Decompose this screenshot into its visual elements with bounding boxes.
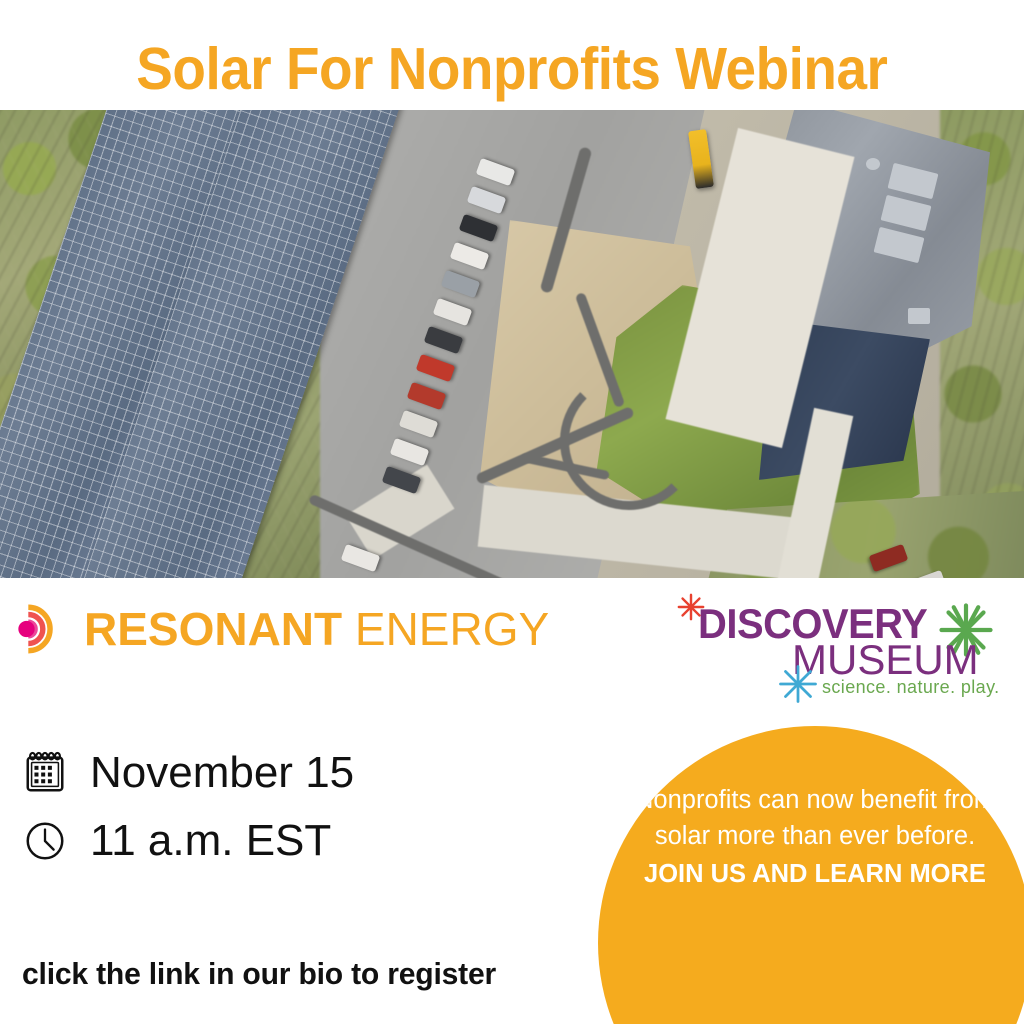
aerial-photo	[0, 110, 1024, 578]
museum-word: MUSEUM	[792, 636, 979, 683]
page-title: Solar For Nonprofits Webinar	[136, 35, 888, 102]
calendar-icon	[26, 751, 64, 792]
discovery-word: DISCOVERY	[698, 600, 928, 647]
discovery-tagline-row: science. nature. play.	[822, 678, 1000, 696]
green-star-icon	[939, 603, 993, 657]
footer-cta-text: click the link in our bio to register	[22, 956, 497, 991]
winding-path-loop	[560, 372, 698, 510]
event-date: November 15	[90, 748, 355, 797]
blue-star-icon	[779, 665, 817, 703]
resonant-energy-logo: RESONANT ENERGY	[12, 600, 549, 658]
logo-row: RESONANT ENERGY DISCOVERY	[0, 592, 1024, 703]
callout-circle: Nonprofits can now benefit from solar mo…	[598, 726, 1024, 1024]
resonant-radial-mark-icon	[18, 604, 53, 654]
event-time: 11 a.m. EST	[90, 816, 332, 865]
event-time-row: 11 a.m. EST	[22, 810, 542, 872]
resonant-energy-wordmark: RESONANT ENERGY	[84, 606, 549, 652]
event-date-row: November 15	[22, 742, 542, 804]
poster-title-bar: Solar For Nonprofits Webinar	[0, 30, 1024, 108]
discovery-wordmark-line1: DISCOVERY	[698, 600, 939, 647]
resonant-word-light: ENERGY	[354, 603, 550, 655]
clock-icon	[26, 822, 64, 860]
callout-cta[interactable]: JOIN US AND LEARN MORE	[644, 860, 986, 889]
roof-unit	[908, 308, 930, 324]
event-details: November 15 11 a.m. EST	[22, 742, 542, 872]
roof-hatch	[866, 158, 880, 170]
discovery-tagline: science. nature. play.	[822, 677, 1000, 697]
resonant-word-bold: RESONANT	[84, 603, 343, 655]
aerial-photo-scene	[0, 110, 1024, 578]
discovery-museum-logo: DISCOVERY MUSEUM	[670, 592, 1010, 703]
callout-text-block: Nonprofits can now benefit from solar mo…	[598, 782, 1024, 893]
callout-body: Nonprofits can now benefit from solar mo…	[634, 786, 995, 851]
discovery-wordmark-line2: MUSEUM	[792, 639, 979, 681]
red-star-icon	[677, 593, 705, 621]
